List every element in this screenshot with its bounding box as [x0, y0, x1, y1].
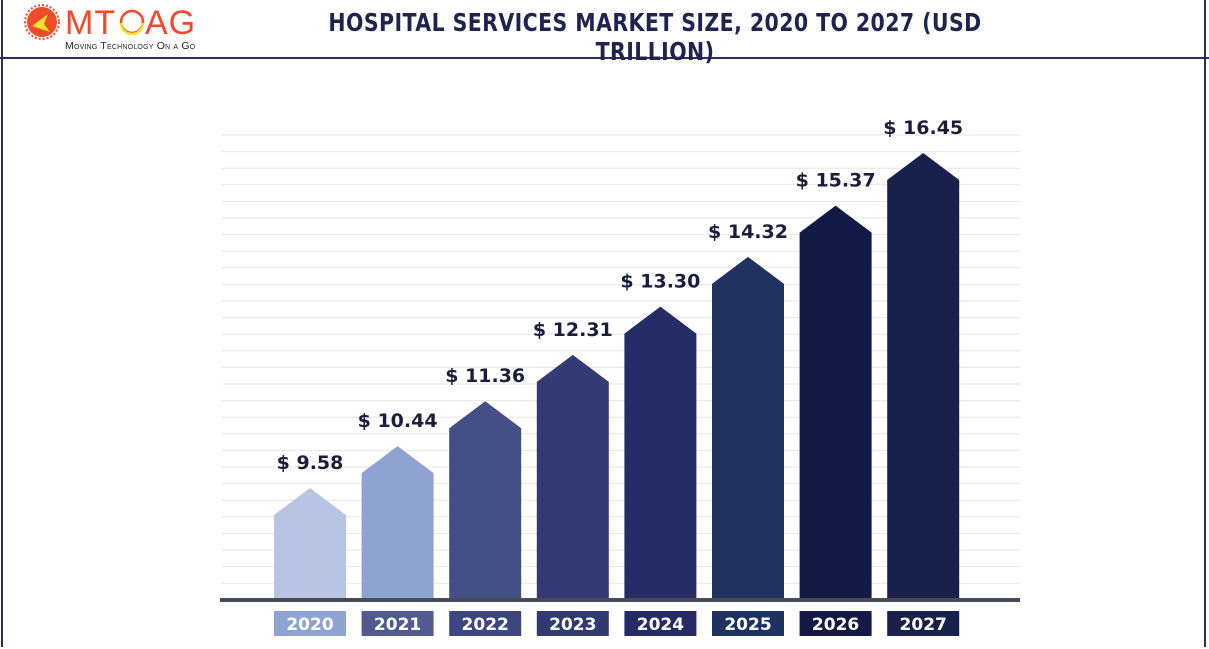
x-tick-label: 2022: [462, 615, 509, 635]
data-label: $ 15.37: [796, 170, 876, 192]
year-box: [274, 611, 346, 636]
bar-2024: [624, 306, 697, 598]
bar-2027: [887, 153, 960, 598]
x-tick-label: 2025: [724, 615, 771, 635]
chart-title: HOSPITAL SERVICES MARKET SIZE, 2020 TO 2…: [328, 8, 982, 66]
data-label: $ 14.32: [708, 221, 788, 243]
year-box: [361, 611, 434, 636]
data-label: $ 10.44: [358, 410, 438, 432]
gridlines: [222, 134, 1020, 584]
bar-2021: [361, 446, 434, 598]
logo-tagline: Moving Technology On a Go: [65, 40, 196, 52]
data-label: $ 12.31: [533, 319, 613, 341]
sun-icon: [24, 4, 60, 40]
bar-2025: [712, 256, 784, 598]
year-box: [712, 611, 784, 636]
year-box: [887, 611, 960, 636]
data-label: $ 9.58: [277, 452, 344, 474]
bar-2026: [799, 205, 872, 598]
x-tick-label: 2021: [374, 615, 421, 635]
data-label: $ 16.45: [883, 117, 963, 139]
x-tick-label: 2023: [549, 615, 596, 635]
header-divider: [0, 57, 1209, 59]
svg-text:AG: AG: [145, 4, 196, 42]
year-labels: 2020 2021 2022 2023 2024 2025 2026 2027: [274, 611, 960, 636]
data-label: $ 11.36: [445, 365, 525, 387]
year-box: [799, 611, 872, 636]
x-tick-label: 2026: [812, 615, 859, 635]
x-tick-label: 2024: [637, 615, 684, 635]
bar-2020: [274, 488, 346, 598]
x-tick-label: 2027: [900, 615, 947, 635]
bar-2022: [449, 401, 522, 598]
data-label: $ 13.30: [620, 271, 700, 293]
x-tick-label: 2020: [286, 615, 333, 635]
year-box: [536, 611, 609, 636]
mtoag-logo: MT AG: [24, 4, 196, 42]
bar-2023: [536, 354, 609, 598]
year-box: [449, 611, 522, 636]
svg-text:MT: MT: [65, 4, 116, 42]
year-box: [624, 611, 697, 636]
bars: $ 9.58 $ 10.44 $ 11.36 $ 12.31 $ 13.30 $ 14.3…: [274, 117, 963, 598]
